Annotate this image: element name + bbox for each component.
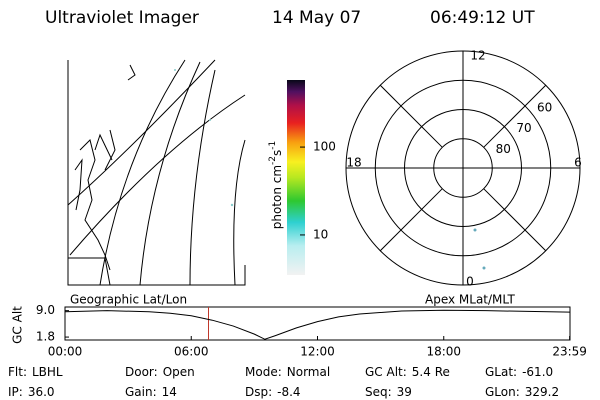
lat-label: 60 (537, 100, 552, 114)
lat-ring (433, 138, 493, 198)
instrument: Ultraviolet Imager (45, 8, 199, 28)
colorbar-tick-label: 10 (313, 227, 328, 241)
colorbar-label: photon cm-2s-1 (268, 141, 284, 230)
info: Mode: Normal (245, 365, 330, 379)
info-label: GLat: (485, 365, 517, 379)
x-tick-label: 00:00 (48, 345, 83, 359)
unit: s (270, 150, 284, 156)
info-value: 14 (162, 385, 177, 399)
mlt-label: 12 (470, 49, 485, 63)
footer: Flt: LBHL Door: Open Mode: Normal GC Alt: 5.4 R… (8, 365, 559, 399)
alt-curve (64, 309, 570, 340)
info: Flt: LBHL (8, 365, 63, 379)
alt-label: GC Alt (11, 306, 25, 344)
info-value: LBHL (32, 365, 63, 379)
unit-exp: -1 (268, 141, 278, 150)
x-tick-label: 18:00 (426, 345, 461, 359)
meridian (483, 84, 547, 148)
polar-title: Apex MLat/MLT (425, 293, 515, 307)
info: Gain: 14 (125, 385, 177, 399)
x-tick-label: 06:00 (174, 345, 209, 359)
unit-exp: -2 (268, 156, 278, 165)
map-title: Geographic Lat/Lon (70, 293, 187, 307)
colorbar-tick-label: 100 (313, 140, 336, 154)
info: IP: 36.0 (8, 385, 55, 399)
x-tick-label: 12:00 (300, 345, 335, 359)
info-value: 5.4 Re (412, 365, 450, 379)
x-tick-label: 23:59 (552, 345, 587, 359)
colorbar-ticks: 10 100 (300, 140, 336, 241)
info-label: Door: (125, 365, 158, 379)
info-label: GC Alt: (365, 365, 407, 379)
mlt-label: 18 (346, 156, 361, 170)
info-label: Flt: (8, 365, 27, 379)
meridian (379, 84, 443, 148)
info: GLat: -61.0 (485, 365, 553, 379)
info-value: 329.2 (525, 385, 559, 399)
lat-ring (404, 109, 522, 227)
info-label: GLon: (485, 385, 520, 399)
mlt-label: 0 (466, 275, 474, 289)
info: Door: Open (125, 365, 195, 379)
info: Seq: 39 (365, 385, 412, 399)
y-tick-label: 9.0 (36, 303, 55, 317)
colorbar (287, 80, 305, 275)
info-value: -8.4 (277, 385, 300, 399)
lat-label: 70 (516, 121, 531, 135)
meridian (379, 188, 443, 252)
alt-plot: 9.0 1.800:00 06:00 12:00 18:00 23:59 (36, 303, 587, 358)
date: 14 May 07 (272, 8, 361, 28)
info-value: Open (163, 365, 195, 379)
dot (482, 266, 486, 270)
info-value: 39 (397, 385, 412, 399)
info-value: -61.0 (522, 365, 553, 379)
info-label: Gain: (125, 385, 157, 399)
info: GLon: 329.2 (485, 385, 559, 399)
info: Dsp: -8.4 (245, 385, 301, 399)
mlt-label: 6 (574, 156, 582, 170)
lat-label: 80 (496, 142, 511, 156)
info-label: Dsp: (245, 385, 272, 399)
info-label: IP: (8, 385, 23, 399)
info-label: Mode: (245, 365, 282, 379)
info-value: 36.0 (28, 385, 55, 399)
info: GC Alt: 5.4 Re (365, 365, 450, 379)
map (67, 59, 246, 286)
lat-ring (374, 79, 552, 257)
time: 06:49:12 UT (430, 8, 535, 28)
meridian (483, 188, 547, 252)
unit: photon cm (270, 165, 284, 229)
y-tick-label: 1.8 (36, 330, 55, 344)
dot (473, 228, 477, 232)
info-value: Normal (287, 365, 330, 379)
info-label: Seq: (365, 385, 392, 399)
